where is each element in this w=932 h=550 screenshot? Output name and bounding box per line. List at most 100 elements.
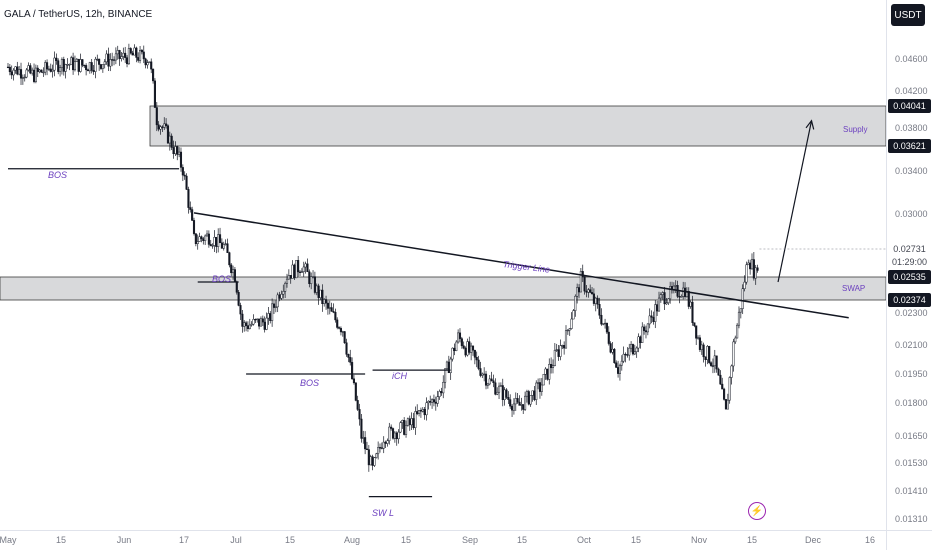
candle <box>754 264 757 285</box>
candle <box>230 262 233 277</box>
candle <box>27 62 30 72</box>
candle <box>522 404 525 415</box>
candle <box>533 386 536 402</box>
candle <box>88 61 91 74</box>
time-tick: May <box>0 535 17 545</box>
swap-zone-label: SWAP <box>842 284 866 293</box>
price-plot[interactable] <box>0 0 886 530</box>
candle <box>347 353 350 363</box>
candle <box>628 343 631 361</box>
candle <box>373 456 376 468</box>
candle <box>215 236 218 254</box>
candle <box>152 68 155 84</box>
candle <box>68 63 71 71</box>
candle <box>531 390 534 402</box>
candle <box>620 355 623 371</box>
candle <box>423 407 426 420</box>
candle <box>60 57 63 75</box>
time-tick: Dec <box>804 535 822 545</box>
candle <box>194 233 197 247</box>
time-tick: 15 <box>746 535 758 545</box>
candle <box>293 263 296 280</box>
candle <box>34 64 37 84</box>
candle <box>90 58 93 74</box>
candle <box>191 206 194 222</box>
candle <box>730 364 733 385</box>
candle <box>661 291 664 300</box>
candle <box>509 394 512 409</box>
candle <box>611 342 614 355</box>
candle <box>178 147 181 158</box>
candle <box>490 371 493 382</box>
time-tick: Jul <box>230 535 242 545</box>
candle <box>503 387 506 406</box>
candle <box>644 325 648 339</box>
candle <box>343 331 346 344</box>
candle <box>436 390 439 407</box>
time-tick: 15 <box>400 535 412 545</box>
candle <box>42 67 45 77</box>
candle <box>77 58 80 76</box>
swap-bottom-price-label: 0.02374 <box>888 293 931 307</box>
candle <box>70 55 73 65</box>
candle <box>698 334 701 353</box>
candle <box>345 338 348 357</box>
candle <box>129 47 132 55</box>
price-tick: 0.01650 <box>895 431 928 441</box>
candle <box>127 43 130 65</box>
candle <box>579 267 582 293</box>
candle <box>213 230 216 253</box>
candle <box>159 125 162 135</box>
candle <box>59 64 62 77</box>
candle <box>291 260 294 279</box>
candle <box>631 343 635 356</box>
candle <box>168 131 171 151</box>
candle <box>403 417 406 436</box>
candle <box>112 56 116 66</box>
candle <box>47 65 50 71</box>
candle <box>336 317 339 330</box>
candle <box>114 47 117 65</box>
candle <box>349 349 352 366</box>
price-axis[interactable]: 0.04600 0.04200 0.03800 0.03400 0.03000 … <box>886 0 932 530</box>
candle <box>391 427 395 440</box>
candle <box>553 343 556 367</box>
candle <box>135 46 138 63</box>
candle <box>72 52 75 75</box>
candle <box>276 292 279 313</box>
candle <box>261 315 264 327</box>
candle <box>358 403 361 426</box>
candle <box>483 367 486 382</box>
candle <box>538 378 542 399</box>
time-axis[interactable]: May 15 Jun 17 Jul 15 Aug 15 Sep 15 Oct 1… <box>0 530 886 550</box>
candle <box>101 64 104 73</box>
candle <box>73 55 77 72</box>
candle <box>166 124 170 144</box>
candle <box>86 68 90 72</box>
candle <box>663 286 666 310</box>
bar-countdown-label: 01:29:00 <box>891 257 928 267</box>
candle <box>378 443 382 453</box>
time-tick: 15 <box>630 535 642 545</box>
candle <box>700 340 703 355</box>
candle <box>364 431 367 455</box>
candle <box>592 288 595 306</box>
time-tick: Jun <box>116 535 132 545</box>
candle <box>269 311 272 324</box>
time-tick: 15 <box>55 535 67 545</box>
lightning-icon[interactable]: ⚡ <box>748 502 766 520</box>
candle <box>306 258 309 273</box>
projection-arrow <box>777 120 813 283</box>
price-tick: 0.01800 <box>895 398 928 408</box>
candle <box>267 307 270 325</box>
candle <box>525 389 528 403</box>
currency-button[interactable]: USDT <box>891 4 925 26</box>
candle <box>609 341 612 354</box>
candle <box>399 421 402 434</box>
candle <box>62 56 65 76</box>
candle <box>680 294 683 298</box>
candle <box>297 256 300 277</box>
candle <box>473 349 476 365</box>
candle <box>146 59 149 69</box>
candle <box>356 395 359 411</box>
